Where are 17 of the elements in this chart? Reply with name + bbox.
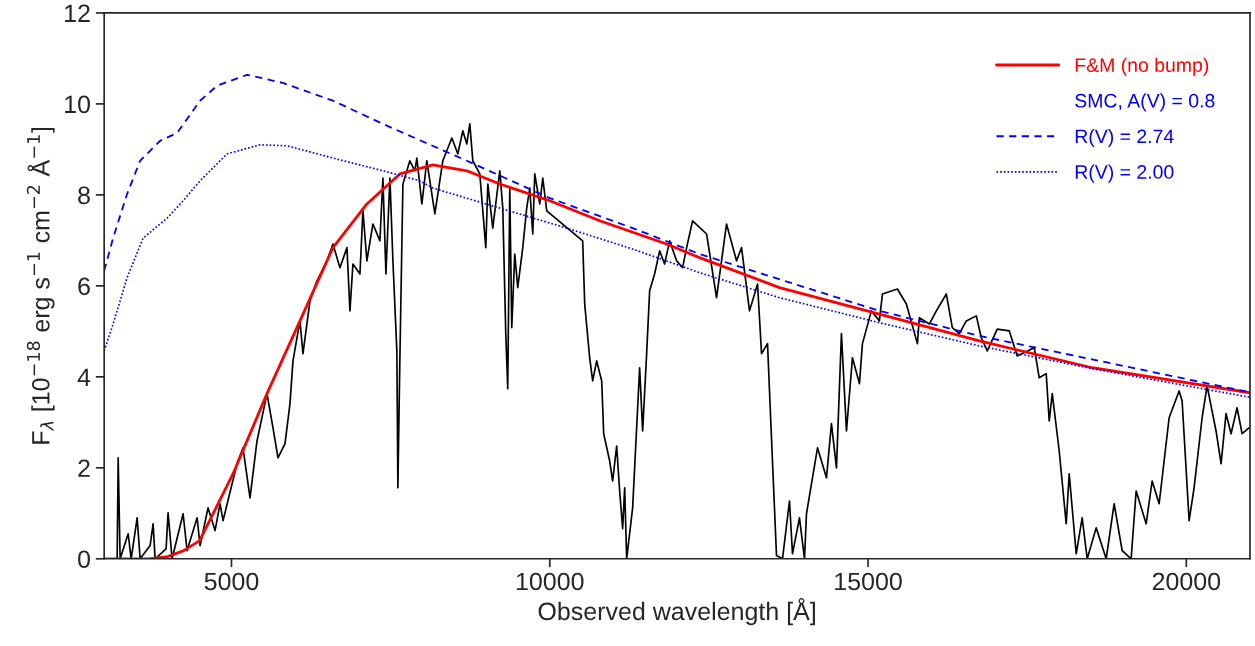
x-tick-label: 5000 <box>204 572 259 591</box>
legend-label: R(V) = 2.74 <box>1075 128 1174 148</box>
annotation: SMC, A(V) = 0.8 <box>1075 93 1215 112</box>
y-tick-label: 4 <box>77 368 91 386</box>
y-tick-label: 12 <box>65 4 90 22</box>
y-tick-label: 2 <box>78 459 90 477</box>
y-tick-label: 0 <box>78 550 90 569</box>
y-tick-label: 8 <box>78 186 90 205</box>
legend-label: F&M (no bump) <box>1075 57 1209 76</box>
y-tick-label: 10 <box>65 95 90 114</box>
x-tick-label: 10000 <box>516 572 584 591</box>
text: F$_{λ}$ [10$^{−18}$ erg s$^{−1}$ cm$^{−2}$ Å$^{−1}$] <box>26 127 55 444</box>
legend-label: R(V) = 2.00 <box>1075 164 1174 183</box>
x-tick-label: 15000 <box>835 572 902 591</box>
x-axis-title: Observed wavelength [Å] <box>538 598 815 626</box>
x-tick-label: 20000 <box>1152 572 1221 591</box>
y-tick-label: 6 <box>78 277 90 296</box>
